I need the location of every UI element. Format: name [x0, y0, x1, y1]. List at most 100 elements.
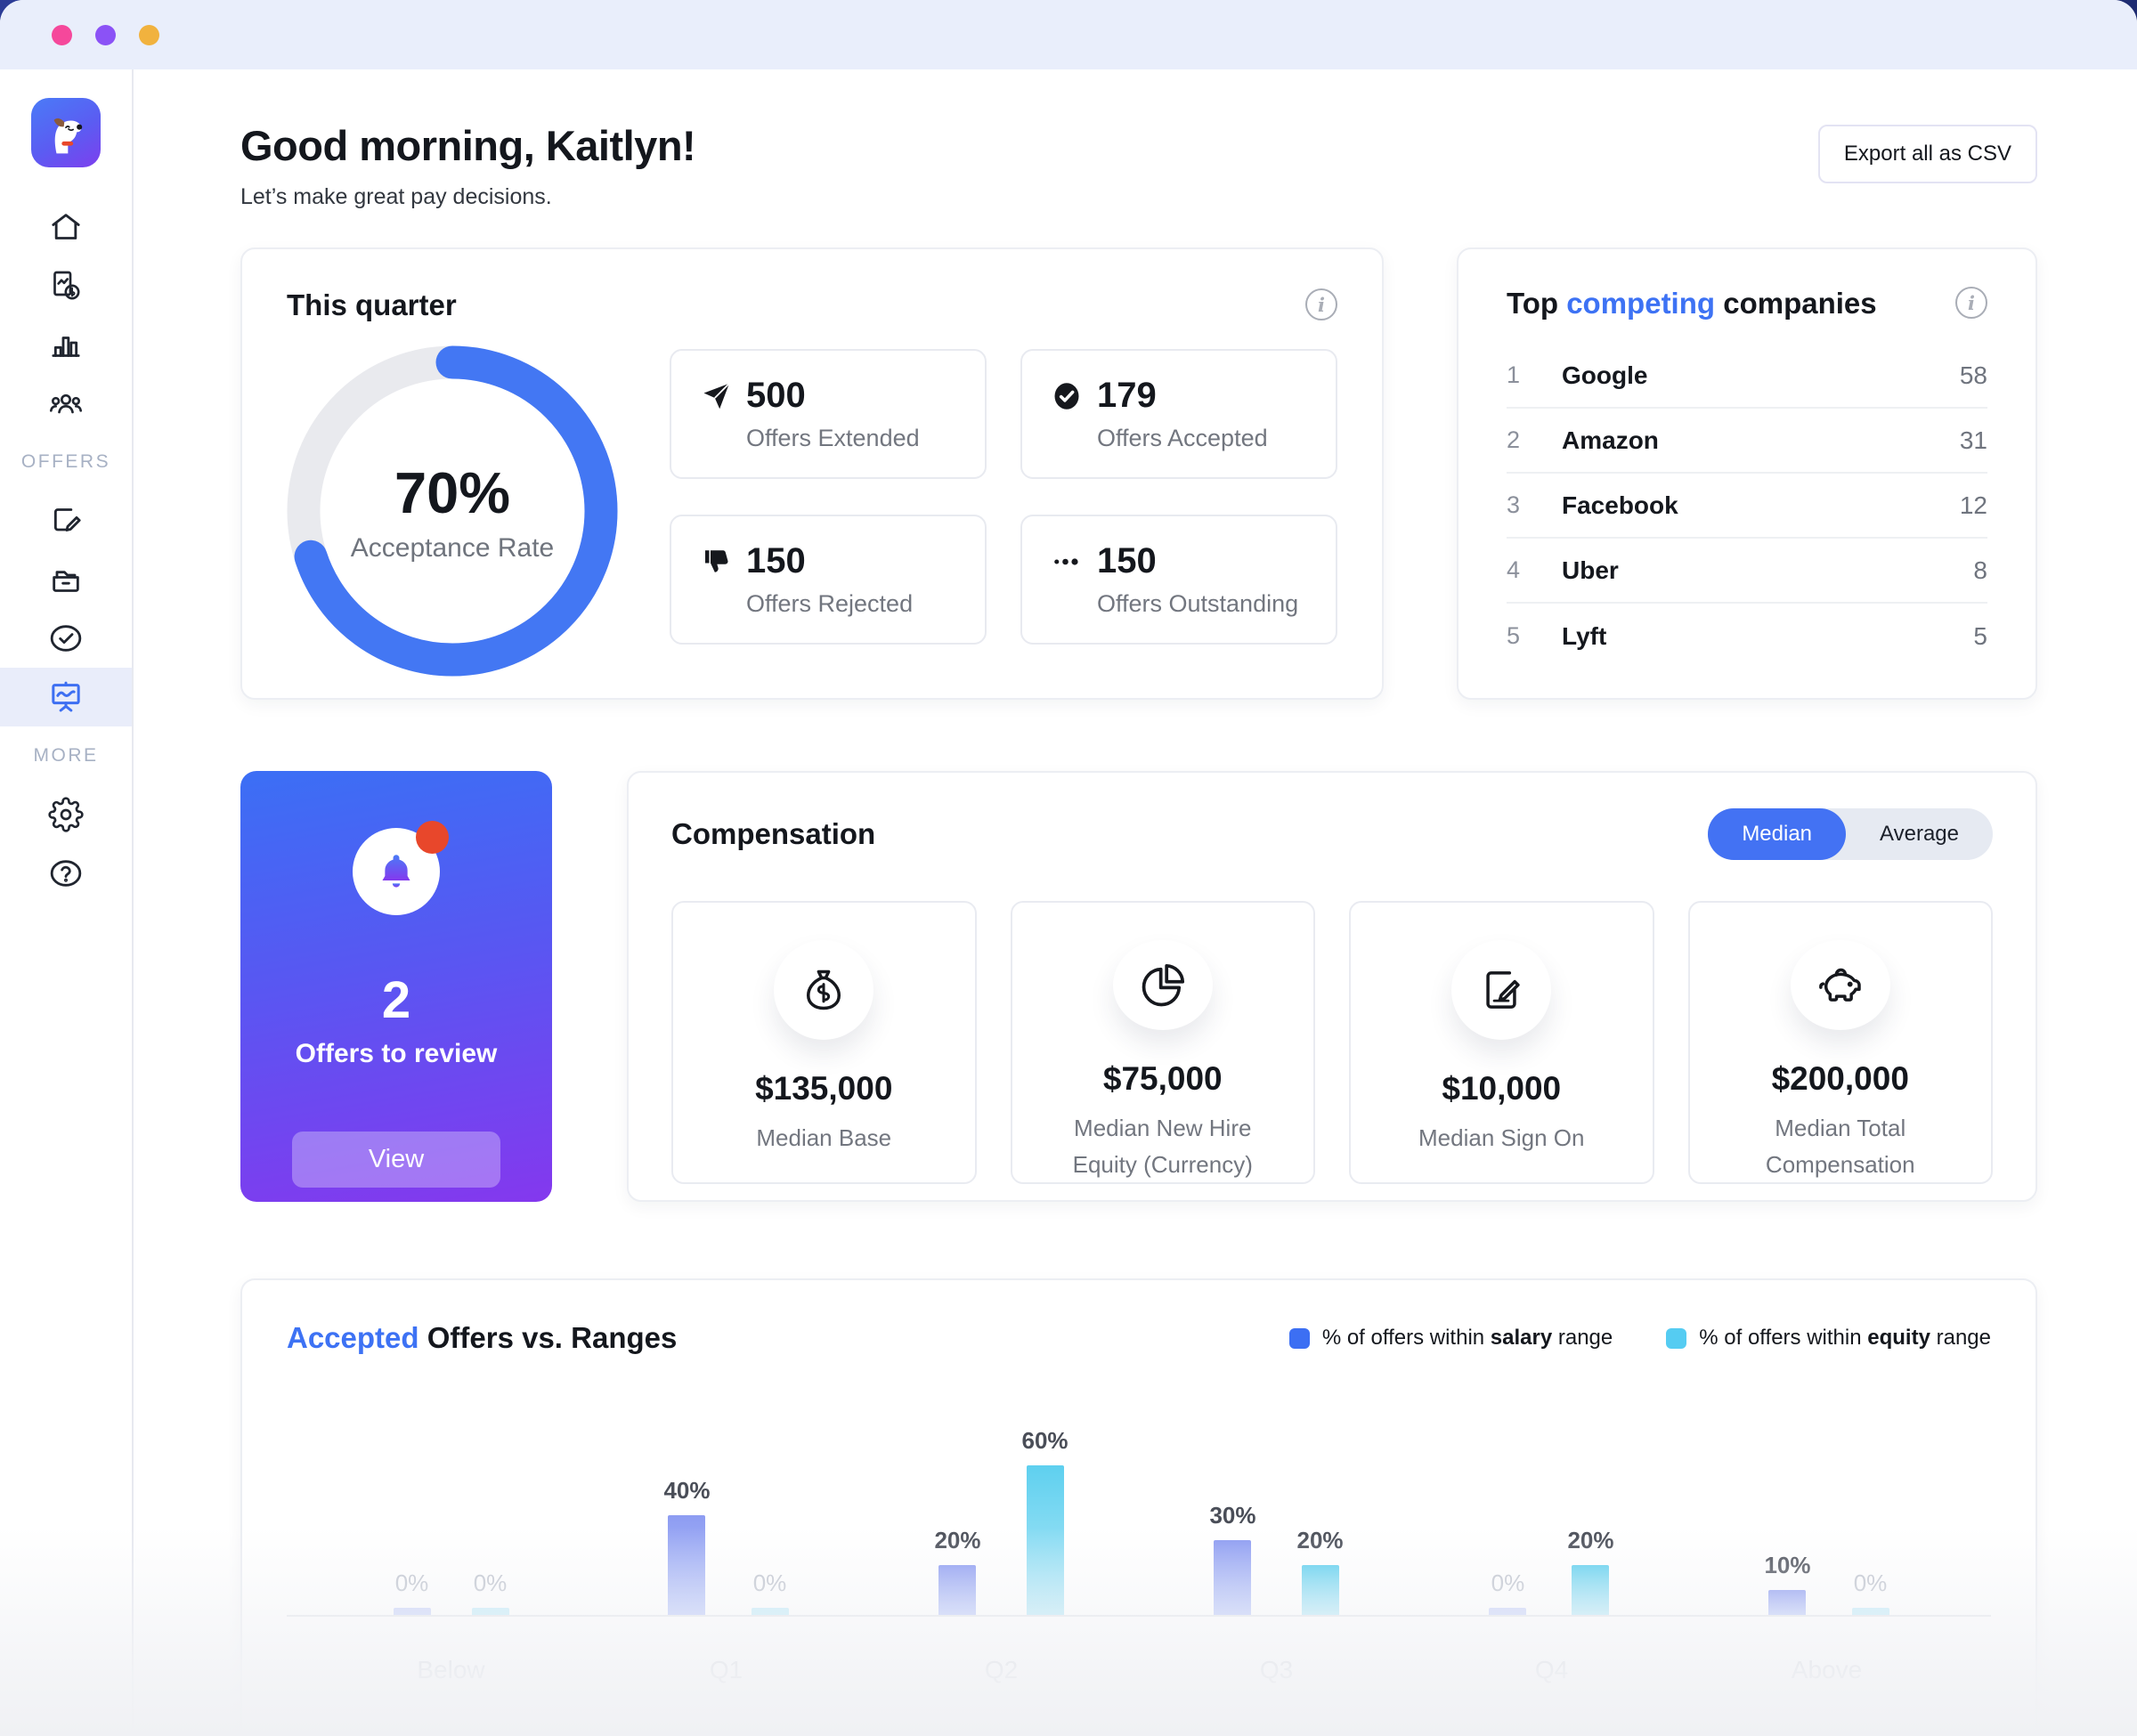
- window-control-minimize[interactable]: [95, 24, 116, 45]
- company-row: 5 Lyft 5: [1507, 604, 1987, 669]
- send-icon: [703, 382, 730, 409]
- window-control-close[interactable]: [52, 24, 72, 45]
- bar-equity: 20%: [1567, 1527, 1614, 1615]
- money-bag-icon: [807, 969, 841, 1010]
- bar-group-q4: 0% 20%: [1414, 1369, 1689, 1615]
- median-average-toggle: Median Average: [1708, 808, 1993, 860]
- bar-group-below: 0% 0%: [313, 1369, 589, 1615]
- bar-group-q2: 20% 60%: [864, 1369, 1139, 1615]
- accepted-offers-chart-card: Accepted Offers vs. Ranges % of offers w…: [240, 1278, 2037, 1736]
- people-icon: [50, 393, 82, 414]
- page-subtitle: Let’s make great pay decisions.: [240, 184, 552, 209]
- toggle-median[interactable]: Median: [1708, 808, 1847, 860]
- sidebar-item-create-offer[interactable]: [0, 491, 132, 550]
- comp-tile-new-hire-equity: $75,000 Median New Hire Equity (Currency…: [1010, 901, 1315, 1184]
- bar-salary: 30%: [1209, 1502, 1256, 1615]
- comp-value: $75,000: [1102, 1060, 1223, 1098]
- x-label: Q3: [1259, 1656, 1294, 1683]
- view-offers-button[interactable]: View: [292, 1132, 500, 1188]
- sidebar-section-more: MORE: [33, 745, 99, 766]
- info-icon[interactable]: i: [1955, 287, 1987, 319]
- comp-value: $10,000: [1442, 1070, 1562, 1107]
- acceptance-rate-label: Acceptance Rate: [350, 532, 555, 563]
- sidebar-item-home[interactable]: [0, 198, 132, 256]
- quarter-title: This quarter: [287, 288, 457, 321]
- offers-to-review-card: 2 Offers to review View: [240, 771, 552, 1202]
- comp-label: Median New Hire Equity (Currency): [1072, 1115, 1253, 1178]
- legend-swatch-salary: [1288, 1327, 1310, 1349]
- sidebar-item-analytics[interactable]: [0, 315, 132, 374]
- legend-equity: % of offers within equity range: [1666, 1326, 1991, 1351]
- info-icon[interactable]: i: [1305, 288, 1337, 320]
- sidebar-item-help[interactable]: [0, 844, 132, 903]
- company-row: 1 Google 58: [1507, 344, 1987, 409]
- comp-value: $135,000: [755, 1070, 893, 1107]
- thumbs-down-icon: [705, 549, 728, 572]
- stat-offers-accepted: 179 Offers Accepted: [1020, 349, 1337, 479]
- company-count: 58: [1959, 361, 1987, 389]
- toggle-average[interactable]: Average: [1846, 808, 1993, 860]
- bar-equity: 0%: [751, 1570, 789, 1615]
- acceptance-rate-value: 70%: [394, 459, 511, 525]
- company-count: 12: [1959, 491, 1987, 519]
- bar-salary: 0%: [393, 1570, 431, 1615]
- sidebar-section-offers: OFFERS: [20, 451, 111, 472]
- stat-offers-outstanding: 150 Offers Outstanding: [1020, 515, 1337, 645]
- x-label: Q2: [984, 1656, 1019, 1683]
- company-count: 8: [1973, 556, 1987, 584]
- bar-group-q3: 30% 20%: [1139, 1369, 1414, 1615]
- sidebar-item-people[interactable]: [0, 374, 132, 433]
- x-label: Above: [1791, 1656, 1863, 1683]
- company-name: Facebook: [1562, 491, 1678, 519]
- companies-title: Top competing companies: [1507, 287, 1877, 320]
- check-circle-icon: [50, 625, 82, 652]
- main-content: Good morning, Kaitlyn! Let’s make great …: [134, 69, 2137, 1736]
- presentation-chart-icon: [52, 681, 80, 712]
- company-rank: 2: [1507, 426, 1521, 453]
- bell-icon: [382, 855, 410, 888]
- check-filled-icon: [1054, 382, 1079, 410]
- pie-chart-icon: [1142, 963, 1184, 1006]
- sidebar-item-comp-reports[interactable]: [0, 256, 132, 315]
- comp-report-icon: [53, 271, 80, 300]
- edit-doc-icon: [53, 508, 81, 531]
- company-name: Lyft: [1562, 621, 1607, 650]
- sidebar-item-settings[interactable]: [0, 785, 132, 844]
- stat-offers-rejected: 150 Offers Rejected: [670, 515, 987, 645]
- notification-bell-badge: [353, 821, 449, 915]
- company-row: 2 Amazon 31: [1507, 409, 1987, 474]
- x-label: Q4: [1534, 1656, 1569, 1683]
- sidebar-nav: OFFERS MORE: [0, 198, 132, 903]
- sidebar-item-offer-archive[interactable]: [0, 550, 132, 609]
- company-rank: 5: [1507, 622, 1521, 649]
- stat-value: 150: [1097, 541, 1157, 580]
- company-count: 5: [1973, 621, 1987, 650]
- bar-chart-icon: [52, 337, 80, 357]
- stat-label: Offers Outstanding: [1097, 590, 1299, 617]
- home-icon: [52, 214, 80, 239]
- stat-value: 500: [746, 376, 806, 415]
- sidebar-item-approvals[interactable]: [0, 609, 132, 668]
- stat-value: 150: [746, 541, 806, 580]
- legend-salary: % of offers within salary range: [1288, 1326, 1613, 1351]
- stat-offers-extended: 500 Offers Extended: [670, 349, 987, 479]
- window-control-zoom[interactable]: [139, 24, 159, 45]
- company-name: Google: [1562, 361, 1648, 389]
- company-rank: 4: [1507, 556, 1521, 583]
- company-rank: 3: [1507, 491, 1521, 518]
- x-label: Q1: [709, 1656, 743, 1683]
- comp-tile-total-comp: $200,000 Median Total Compensation: [1687, 901, 1993, 1184]
- acceptance-donut-chart: 70% Acceptance Rate: [287, 345, 618, 677]
- company-rank: 1: [1507, 361, 1521, 388]
- notification-dot: [416, 821, 449, 854]
- sidebar-item-offer-analytics[interactable]: [0, 668, 132, 726]
- app-logo[interactable]: [31, 98, 101, 167]
- sign-doc-icon: [1486, 971, 1520, 1009]
- compensation-card: Compensation Median Average $135,000: [627, 771, 2037, 1202]
- export-csv-button[interactable]: Export all as CSV: [1817, 125, 2037, 183]
- page-title: Good morning, Kaitlyn!: [240, 122, 696, 169]
- chart-legend: % of offers within salary range % of off…: [1288, 1326, 1991, 1351]
- chart-title: Accepted Offers vs. Ranges: [287, 1321, 678, 1354]
- company-row: 4 Uber 8: [1507, 539, 1987, 604]
